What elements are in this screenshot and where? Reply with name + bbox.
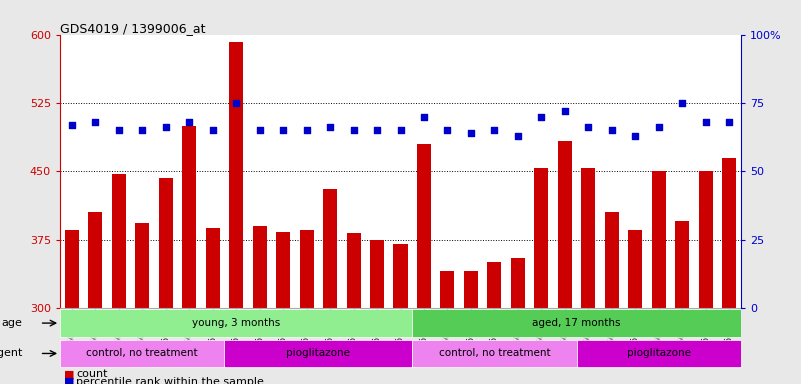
Point xyxy=(723,119,735,125)
Point xyxy=(136,127,149,133)
Point xyxy=(606,127,618,133)
Bar xyxy=(605,212,619,308)
Point xyxy=(441,127,454,133)
Point xyxy=(699,119,712,125)
Bar xyxy=(60,310,413,337)
Bar xyxy=(135,223,149,308)
Point xyxy=(207,127,219,133)
Bar xyxy=(441,271,454,308)
Text: control, no treatment: control, no treatment xyxy=(87,348,198,358)
Bar xyxy=(393,244,408,308)
Bar xyxy=(276,232,290,308)
Bar xyxy=(370,240,384,308)
Bar xyxy=(723,157,736,308)
Bar xyxy=(417,144,431,308)
Bar xyxy=(557,141,572,308)
Bar xyxy=(628,230,642,308)
Bar xyxy=(511,258,525,308)
Point xyxy=(324,124,336,131)
Point xyxy=(112,127,125,133)
Point xyxy=(512,132,525,139)
Point xyxy=(488,127,501,133)
Text: aged, 17 months: aged, 17 months xyxy=(533,318,621,328)
Bar xyxy=(464,271,478,308)
Point xyxy=(347,127,360,133)
Point xyxy=(652,124,665,131)
Bar xyxy=(582,169,595,308)
Text: ■: ■ xyxy=(64,369,74,379)
Point xyxy=(582,124,594,131)
Bar xyxy=(534,169,549,308)
Text: GDS4019 / 1399006_at: GDS4019 / 1399006_at xyxy=(60,22,206,35)
Text: control, no treatment: control, no treatment xyxy=(439,348,550,358)
Bar xyxy=(159,178,173,308)
Bar xyxy=(224,340,413,367)
Bar xyxy=(413,340,577,367)
Text: age: age xyxy=(2,318,22,328)
Point xyxy=(300,127,313,133)
Text: pioglitazone: pioglitazone xyxy=(626,348,690,358)
Point xyxy=(230,100,243,106)
Bar xyxy=(577,340,741,367)
Text: young, 3 months: young, 3 months xyxy=(192,318,280,328)
Text: agent: agent xyxy=(0,348,22,358)
Point xyxy=(66,122,78,128)
Bar xyxy=(88,212,103,308)
Bar xyxy=(323,189,337,308)
Bar xyxy=(698,171,713,308)
Bar xyxy=(60,340,224,367)
Point xyxy=(371,127,384,133)
Point xyxy=(253,127,266,133)
Bar xyxy=(347,233,360,308)
Text: pioglitazone: pioglitazone xyxy=(286,348,350,358)
Bar xyxy=(675,221,690,308)
Point xyxy=(159,124,172,131)
Point xyxy=(394,127,407,133)
Point xyxy=(558,108,571,114)
Point xyxy=(276,127,289,133)
Text: count: count xyxy=(76,369,107,379)
Point xyxy=(465,130,477,136)
Text: percentile rank within the sample: percentile rank within the sample xyxy=(76,377,264,384)
Bar xyxy=(252,226,267,308)
Bar xyxy=(413,310,741,337)
Bar xyxy=(300,230,314,308)
Bar xyxy=(182,126,196,308)
Text: ■: ■ xyxy=(64,377,74,384)
Point xyxy=(417,114,430,120)
Point xyxy=(629,132,642,139)
Bar xyxy=(206,228,219,308)
Bar xyxy=(65,230,78,308)
Point xyxy=(676,100,689,106)
Bar xyxy=(487,262,501,308)
Point xyxy=(535,114,548,120)
Bar xyxy=(652,171,666,308)
Bar xyxy=(111,174,126,308)
Point xyxy=(183,119,195,125)
Bar xyxy=(229,42,244,308)
Point xyxy=(89,119,102,125)
